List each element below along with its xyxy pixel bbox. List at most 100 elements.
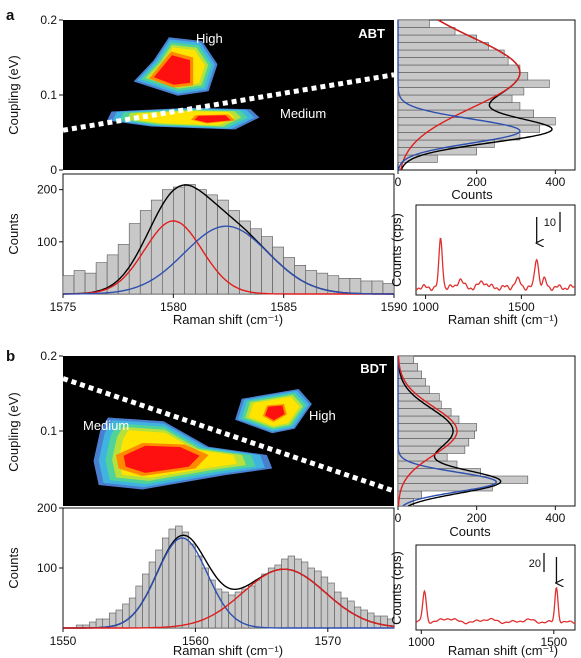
panel-a: a ABT High Medium Coupling (eV) 00.10.2 …	[6, 7, 576, 327]
coupling-fit-medium	[397, 356, 498, 507]
coupling-hist-xticks-a: 0 200 400	[395, 170, 566, 189]
raman-hist-fits-a	[62, 184, 394, 295]
raman-hist-bar	[327, 582, 335, 629]
spectrum-xlabel-b: Raman shift (cm⁻¹)	[448, 643, 558, 658]
spectrum-line-a	[416, 237, 576, 292]
map-ytick-label: 0.2	[40, 349, 57, 363]
raman-hist-bar	[272, 246, 284, 295]
raman-hist-fits-b	[63, 534, 395, 629]
raman-hist-bar	[95, 618, 104, 629]
spectrum-xtick-label: 1000	[408, 635, 435, 649]
raman-hist-bar	[261, 573, 269, 629]
coupling-hist-fits-a	[397, 19, 553, 171]
raman-hist-bar	[380, 615, 388, 629]
coupling-xtick-label: 200	[467, 175, 487, 189]
region-label-medium-b: Medium	[83, 418, 129, 433]
raman-spectrum-b: 20 1000 1500 Counts (cps) Raman shift (cm…	[389, 544, 576, 658]
raman-hist-bar	[188, 543, 196, 629]
raman-hist-yticks-b: 100 200	[37, 501, 63, 575]
raman-hist-bar	[155, 549, 163, 629]
blob-medium-core	[123, 445, 200, 473]
raman-hist-bar	[371, 280, 384, 295]
blob-high-core	[153, 55, 191, 85]
raman-hist-bar	[173, 186, 185, 295]
spectrum-ylabel-b: Counts (cps)	[389, 551, 404, 625]
raman-fit-high	[63, 568, 395, 629]
map-background-a	[63, 20, 394, 170]
raman-hist-bar	[307, 567, 315, 629]
raman-hist-bar	[148, 561, 156, 629]
coupling-hist-bar	[397, 132, 521, 141]
raman-hist-bar	[248, 585, 256, 629]
map-ylabel-b: Coupling (eV)	[6, 392, 21, 472]
raman-hist-bar	[175, 525, 183, 629]
raman-ytick-label: 100	[37, 561, 57, 575]
raman-hist-bar	[206, 194, 218, 295]
coupling-hist-bar	[397, 57, 509, 66]
raman-hist-bar	[287, 555, 295, 629]
coupling-hist-bars-b	[397, 355, 529, 507]
map-divider-line-b	[62, 376, 395, 494]
raman-hist-bars-a	[62, 184, 395, 295]
coupling-xtick-label: 0	[395, 175, 402, 189]
raman-hist-bar	[294, 558, 302, 629]
spectrum-xlabel-a: Raman shift (cm⁻¹)	[448, 312, 558, 327]
spectrum-xticks-a: 1000 1500	[412, 295, 535, 314]
panel-letter-b: b	[6, 348, 15, 365]
coupling-hist-bar	[397, 408, 452, 417]
raman-ytick-label: 200	[37, 501, 57, 515]
raman-hist-bar	[181, 531, 190, 629]
raman-hist-bar	[84, 272, 97, 295]
raman-hist-bar	[184, 184, 196, 295]
raman-hist-yticks-a: 100 200	[37, 183, 63, 249]
raman-fit-medium	[63, 537, 394, 629]
raman-hist-bar	[320, 576, 329, 629]
coupling-xtick-label: 200	[467, 511, 487, 525]
molecule-label-bdt: BDT	[360, 361, 387, 376]
raman-hist-bar	[162, 189, 174, 295]
coupling-hist-bars-a	[397, 19, 556, 163]
spectrum-frame-a	[415, 204, 576, 296]
map-yticks-a: 0 0.1 0.2	[40, 13, 63, 177]
coupling-map-b: BDT High Medium Coupling (eV) 0.1 0.2	[6, 349, 395, 506]
raman-hist-xticks-b: 1550 1560 1570	[50, 628, 341, 648]
raman-hist-bar	[73, 270, 86, 295]
map-divider-line-a	[62, 72, 395, 133]
raman-xtick-label: 1570	[314, 634, 341, 648]
molecule-label-abt: ABT	[358, 26, 385, 41]
spectrum-ylabel-a: Counts (cps)	[389, 213, 404, 287]
coupling-histogram-a: 0 200 400 Counts	[395, 19, 576, 202]
coupling-xtick-label: 400	[545, 511, 565, 525]
coupling-xtick-label: 400	[545, 175, 565, 189]
coupling-hist-bar	[397, 72, 529, 81]
map-ytick-label: 0.2	[40, 13, 57, 27]
spectrum-frame-b	[415, 544, 576, 631]
coupling-hist-bar	[397, 430, 475, 439]
coupling-hist-bar	[397, 79, 550, 88]
panel-letter-a: a	[6, 7, 15, 24]
map-ylabel-a: Coupling (eV)	[6, 55, 21, 135]
coupling-fit-total	[397, 356, 502, 507]
scale-bar-label-b: 20	[529, 558, 541, 570]
raman-xtick-label: 1590	[381, 300, 408, 314]
raman-ytick-label: 100	[37, 235, 57, 249]
raman-fit-high	[62, 220, 394, 295]
map-yticks-b: 0.1 0.2	[40, 349, 63, 438]
raman-hist-xlabel-b: Raman shift (cm⁻¹)	[173, 643, 283, 658]
raman-xtick-label: 1550	[50, 634, 77, 648]
region-label-medium-a: Medium	[280, 106, 326, 121]
raman-hist-bar	[122, 603, 130, 629]
coupling-hist-bar	[397, 355, 415, 364]
raman-ytick-label: 200	[37, 183, 57, 197]
raman-hist-bar	[316, 272, 329, 295]
raman-hist-bar	[373, 615, 382, 629]
coupling-histogram-b: 0 200 400 Counts	[395, 355, 576, 539]
raman-xtick-label: 1560	[182, 634, 209, 648]
region-label-high-b: High	[309, 408, 336, 423]
map-ytick-label: 0.1	[40, 424, 57, 438]
coupling-hist-bar	[397, 438, 470, 447]
map-ytick-label: 0.1	[40, 88, 57, 102]
coupling-hist-xticks-b: 0 200 400	[395, 506, 566, 525]
raman-hist-bar	[62, 275, 75, 295]
